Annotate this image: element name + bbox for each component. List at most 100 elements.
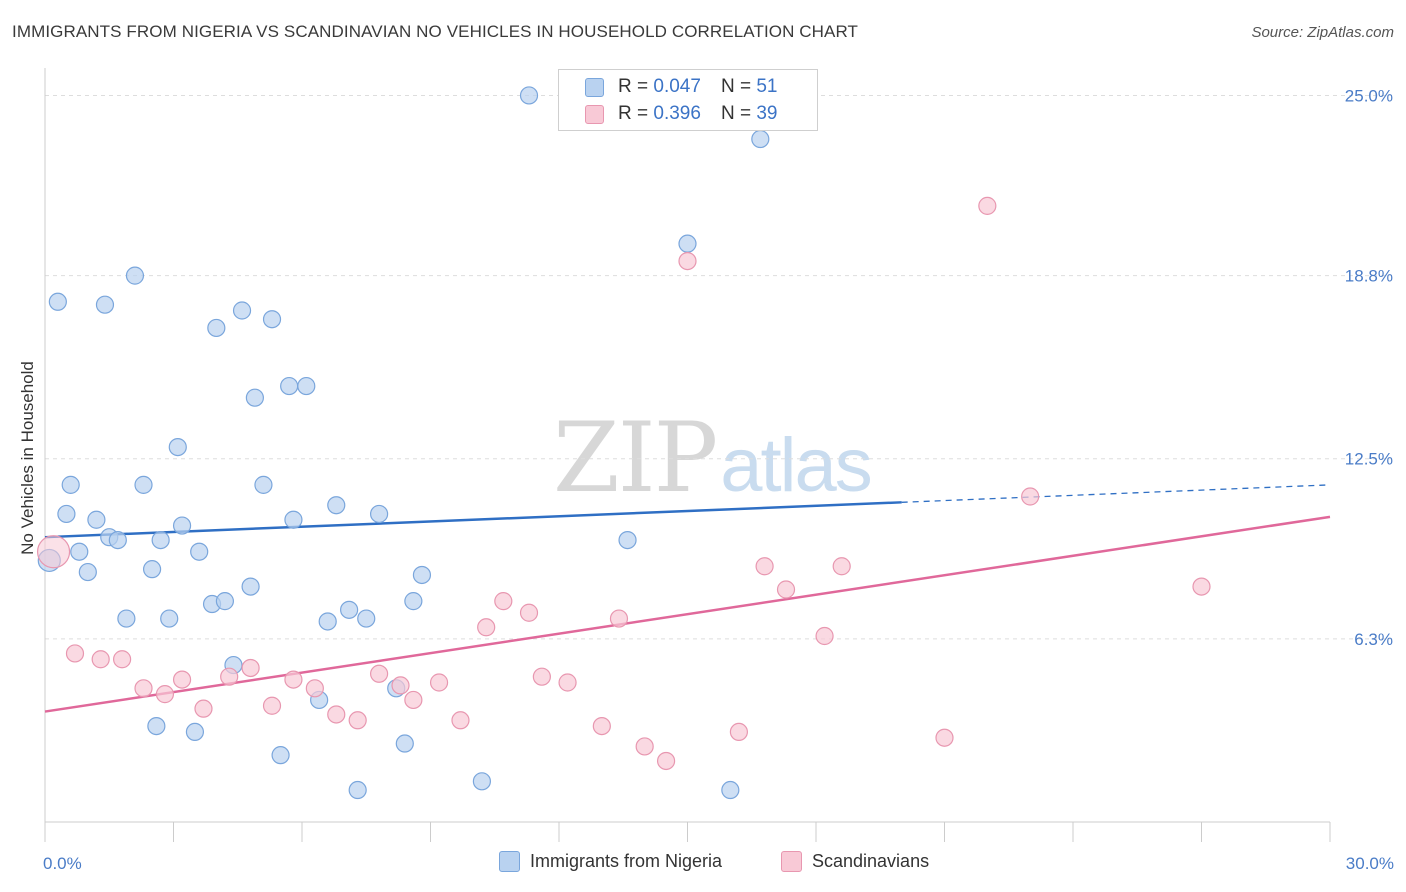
legend-row-scandinavians: R = 0.396 N = 39 (585, 101, 777, 127)
legend-swatch-scandinavians (781, 851, 802, 872)
y-tick-label-1: 12.5% (1345, 450, 1393, 469)
point-nigeria-40 (370, 504, 389, 524)
trend-line-nigeria-extension (901, 484, 1331, 503)
point-nigeria-28 (254, 475, 273, 494)
y-tick-label-2: 18.8% (1345, 267, 1393, 286)
legend-r-value-nigeria: 0.047 (653, 76, 701, 97)
point-nigeria-46 (519, 86, 539, 105)
point-nigeria-5 (78, 562, 97, 582)
x-tick-label-1: 30.0% (1346, 854, 1394, 873)
series-legend: Immigrants from Nigeria Scandinavians (0, 851, 1406, 877)
data-points (36, 86, 1211, 800)
legend-label-scandinavians: Scandinavians (812, 851, 930, 871)
legend-item-nigeria: Immigrants from Nigeria (499, 851, 722, 872)
point-nigeria-43 (404, 592, 423, 611)
point-nigeria-17 (168, 437, 187, 457)
legend-item-scandinavians: Scandinavians (781, 851, 929, 872)
legend-swatch-nigeria (585, 77, 604, 97)
legend-n-value-scandinavians: 39 (756, 103, 778, 124)
point-nigeria-1 (48, 292, 67, 311)
point-nigeria-19 (185, 722, 205, 742)
point-scandinavians-18 (429, 673, 449, 692)
y-axis-label: No Vehicles in Household (18, 361, 37, 555)
source-label: Source: ZipAtlas.com (1251, 24, 1394, 41)
point-nigeria-3 (61, 475, 80, 494)
grid-lines (45, 94, 1392, 640)
point-scandinavians-25 (592, 716, 611, 736)
trend-line-nigeria (44, 501, 902, 539)
point-scandinavians-29 (678, 251, 697, 271)
point-scandinavians-13 (327, 705, 346, 724)
point-scandinavians-38 (1192, 577, 1211, 596)
y-tick-label-0: 6.3% (1354, 630, 1393, 649)
point-scandinavians-28 (656, 751, 676, 771)
legend-swatch-nigeria (499, 851, 520, 872)
point-nigeria-15 (151, 530, 170, 550)
point-scandinavians-5 (155, 685, 175, 704)
point-nigeria-6 (87, 510, 106, 529)
x-tick-label-0: 0.0% (43, 854, 82, 873)
point-nigeria-50 (751, 129, 770, 149)
tick-labels: 6.3% 12.5% 18.8% 25.0% 0.0% 30.0% (43, 86, 1394, 873)
point-scandinavians-23 (532, 667, 551, 686)
point-scandinavians-14 (348, 711, 367, 730)
point-scandinavians-8 (220, 667, 239, 686)
point-nigeria-44 (412, 565, 432, 585)
trend-line-scandinavians (44, 515, 1331, 713)
watermark-atlas: atlas (720, 423, 873, 508)
point-nigeria-48 (678, 234, 697, 253)
point-scandinavians-26 (609, 609, 629, 628)
point-scandinavians-3 (112, 650, 132, 669)
point-scandinavians-21 (494, 592, 513, 611)
watermark-zip: ZIP (553, 402, 718, 514)
point-nigeria-49 (721, 780, 740, 800)
point-scandinavians-11 (284, 670, 303, 689)
legend-r-value-scandinavians: 0.396 (653, 103, 701, 124)
point-nigeria-27 (245, 388, 264, 407)
point-scandinavians-9 (241, 658, 260, 678)
point-nigeria-35 (318, 612, 337, 631)
point-scandinavians-4 (134, 679, 153, 698)
point-scandinavians-10 (262, 696, 282, 715)
point-nigeria-30 (271, 746, 290, 765)
legend-row-nigeria: R = 0.047 N = 51 (585, 74, 777, 100)
legend-r-label: R = (618, 103, 649, 124)
point-nigeria-42 (395, 734, 414, 753)
point-nigeria-37 (340, 600, 359, 619)
point-scandinavians-24 (558, 673, 577, 692)
point-scandinavians-33 (815, 626, 834, 646)
point-scandinavians-32 (776, 580, 796, 599)
point-nigeria-23 (215, 592, 234, 611)
point-nigeria-29 (262, 310, 282, 329)
point-scandinavians-15 (370, 664, 389, 683)
point-scandinavians-7 (194, 699, 213, 718)
legend-label-nigeria: Immigrants from Nigeria (530, 851, 723, 871)
point-nigeria-10 (117, 609, 136, 628)
point-nigeria-12 (134, 475, 153, 494)
chart-title: IMMIGRANTS FROM NIGERIA VS SCANDINAVIAN … (12, 22, 859, 41)
legend-n-value-nigeria: 51 (756, 76, 778, 97)
point-nigeria-13 (142, 560, 162, 579)
point-scandinavians-6 (172, 670, 192, 689)
point-scandinavians-27 (635, 737, 654, 756)
point-nigeria-38 (348, 780, 367, 800)
point-nigeria-14 (147, 716, 166, 736)
point-nigeria-2 (57, 504, 76, 524)
legend-n-label: N = (720, 76, 752, 97)
point-nigeria-7 (95, 295, 115, 314)
axes (44, 68, 1331, 842)
point-nigeria-11 (125, 266, 145, 285)
point-scandinavians-30 (729, 722, 749, 742)
point-nigeria-47 (618, 530, 637, 550)
point-scandinavians-36 (978, 196, 997, 215)
point-scandinavians-31 (755, 557, 774, 576)
point-scandinavians-17 (404, 690, 423, 710)
point-nigeria-9 (108, 530, 127, 550)
point-nigeria-31 (280, 376, 299, 396)
legend-n-label: N = (720, 103, 752, 124)
y-tick-label-3: 25.0% (1345, 86, 1393, 105)
point-nigeria-39 (357, 609, 376, 628)
point-nigeria-18 (172, 516, 192, 535)
point-nigeria-4 (70, 542, 89, 561)
